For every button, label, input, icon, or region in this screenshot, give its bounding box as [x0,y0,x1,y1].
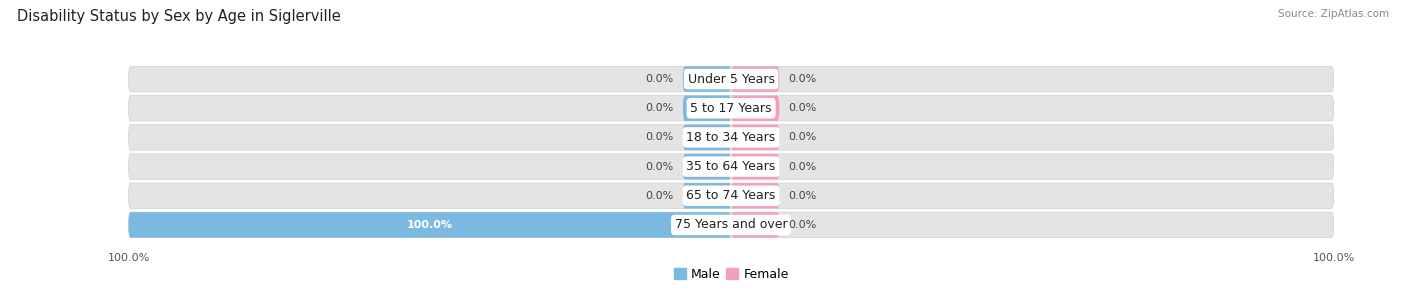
FancyBboxPatch shape [128,66,1334,92]
FancyBboxPatch shape [683,125,731,150]
Text: 5 to 17 Years: 5 to 17 Years [690,102,772,115]
Text: Disability Status by Sex by Age in Siglerville: Disability Status by Sex by Age in Sigle… [17,9,340,24]
FancyBboxPatch shape [128,95,1334,121]
FancyBboxPatch shape [731,154,779,179]
FancyBboxPatch shape [128,154,1334,179]
Text: 0.0%: 0.0% [645,133,673,142]
Text: 0.0%: 0.0% [645,74,673,84]
Text: 75 Years and over: 75 Years and over [675,219,787,231]
FancyBboxPatch shape [128,212,1334,238]
Text: 0.0%: 0.0% [789,220,817,230]
Text: 0.0%: 0.0% [789,133,817,142]
Text: 0.0%: 0.0% [789,103,817,113]
Text: Source: ZipAtlas.com: Source: ZipAtlas.com [1278,9,1389,19]
FancyBboxPatch shape [731,212,779,238]
FancyBboxPatch shape [683,66,731,92]
Legend: Male, Female: Male, Female [669,263,793,286]
Text: 0.0%: 0.0% [645,162,673,171]
FancyBboxPatch shape [128,183,1334,209]
FancyBboxPatch shape [683,154,731,179]
Text: 100.0%: 100.0% [406,220,453,230]
FancyBboxPatch shape [731,183,779,209]
FancyBboxPatch shape [128,212,731,238]
FancyBboxPatch shape [731,95,779,121]
FancyBboxPatch shape [731,66,779,92]
Text: 0.0%: 0.0% [645,191,673,201]
Text: 0.0%: 0.0% [789,191,817,201]
FancyBboxPatch shape [683,183,731,209]
Text: 35 to 64 Years: 35 to 64 Years [686,160,776,173]
Text: 65 to 74 Years: 65 to 74 Years [686,189,776,202]
Text: 0.0%: 0.0% [789,74,817,84]
FancyBboxPatch shape [731,125,779,150]
Text: 18 to 34 Years: 18 to 34 Years [686,131,776,144]
FancyBboxPatch shape [128,125,1334,150]
Text: 0.0%: 0.0% [645,103,673,113]
Text: Under 5 Years: Under 5 Years [688,73,775,85]
FancyBboxPatch shape [683,95,731,121]
Text: 0.0%: 0.0% [789,162,817,171]
